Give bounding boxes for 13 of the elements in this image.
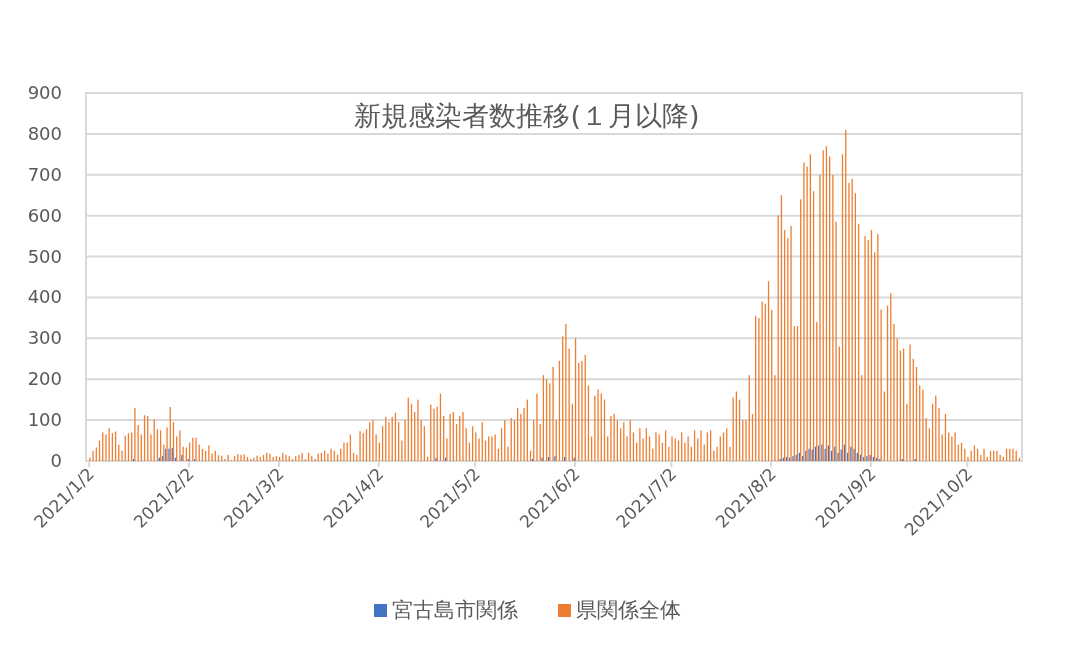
- y-tick-label: 100: [27, 409, 62, 431]
- y-tick-label: 300: [27, 327, 62, 349]
- y-tick-label: 700: [27, 163, 62, 185]
- y-tick-label: 0: [50, 450, 62, 471]
- y-tick-label: 500: [27, 245, 62, 267]
- legend-label: 県関係全体: [576, 598, 681, 622]
- legend-label: 宮古島市関係: [392, 598, 518, 622]
- y-tick-label: 800: [27, 122, 62, 144]
- y-tick-label: 200: [27, 368, 62, 390]
- chart-title: 新規感染者数推移(１月以降): [354, 100, 700, 131]
- y-tick-label: 400: [27, 286, 62, 308]
- y-tick-label: 900: [27, 82, 62, 103]
- y-tick-label: 600: [27, 204, 62, 226]
